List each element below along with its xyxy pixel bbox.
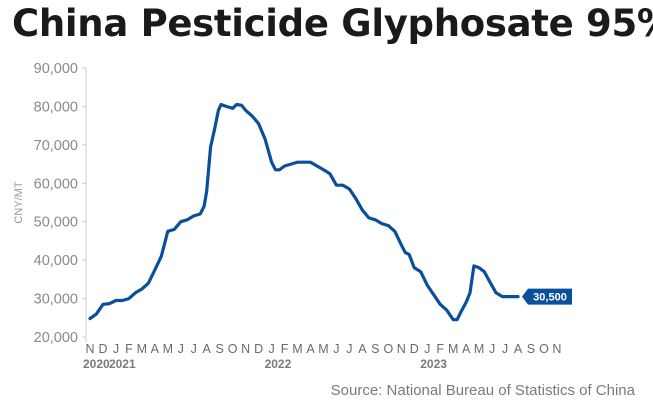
x-tick-label: A	[514, 342, 523, 356]
x-tick-label: A	[358, 342, 367, 356]
x-tick-label: J	[333, 342, 339, 356]
x-tick-label: N	[552, 342, 561, 356]
x-tick-label: J	[178, 342, 184, 356]
x-tick-label: M	[137, 342, 147, 356]
x-tick-label: A	[306, 342, 315, 356]
x-tick-label: S	[371, 342, 379, 356]
x-tick-label: D	[254, 342, 263, 356]
chart-title: China Pesticide Glyphosate 95%	[12, 2, 653, 45]
source-note: Source: National Bureau of Statistics of…	[330, 382, 635, 399]
series-line	[88, 102, 520, 322]
y-tick-label: 50,000	[34, 215, 78, 231]
x-tick-label: O	[383, 342, 393, 356]
x-tick-label: M	[448, 342, 458, 356]
x-year-label: 2023	[420, 357, 447, 371]
x-tick-label: M	[292, 342, 302, 356]
last-value-label: 30,500	[533, 292, 567, 304]
x-tick-label: F	[281, 342, 289, 356]
x-tick-label: N	[241, 342, 250, 356]
x-tick-label: S	[216, 342, 224, 356]
y-tick-label: 70,000	[34, 138, 78, 154]
x-year-label: 2020	[83, 357, 110, 371]
x-tick-label: S	[527, 342, 535, 356]
x-tick-label: A	[462, 342, 471, 356]
x-tick-label: M	[474, 342, 484, 356]
x-tick-label: D	[98, 342, 107, 356]
x-year-label: 2022	[265, 357, 292, 371]
x-tick-label: F	[436, 342, 444, 356]
x-tick-label: J	[268, 342, 274, 356]
x-tick-label: J	[502, 342, 508, 356]
last-value-badge	[522, 288, 573, 305]
y-tick-label: 80,000	[34, 99, 78, 115]
y-tick-label: 60,000	[34, 176, 78, 192]
x-tick-label: M	[163, 342, 173, 356]
x-tick-label: J	[113, 342, 119, 356]
x-tick-label: J	[346, 342, 352, 356]
x-tick-label: N	[85, 342, 94, 356]
y-tick-label: 30,000	[34, 292, 78, 308]
x-tick-label: A	[151, 342, 160, 356]
x-tick-label: D	[410, 342, 419, 356]
x-tick-label: O	[228, 342, 238, 356]
x-tick-label: J	[489, 342, 495, 356]
x-tick-label: J	[191, 342, 197, 356]
y-tick-label: 90,000	[34, 61, 78, 77]
x-year-label: 2021	[109, 357, 136, 371]
x-tick-label: J	[424, 342, 430, 356]
x-tick-label: N	[397, 342, 406, 356]
x-tick-label: A	[203, 342, 212, 356]
y-tick-label: 20,000	[34, 330, 78, 346]
x-tick-label: F	[125, 342, 133, 356]
x-tick-label: M	[318, 342, 328, 356]
x-tick-label: O	[539, 342, 549, 356]
y-axis-label: CNY/MT	[13, 181, 25, 223]
y-tick-label: 40,000	[34, 253, 78, 269]
